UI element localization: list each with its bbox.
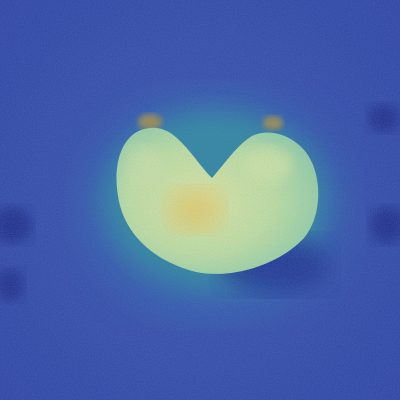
heatmap-scene [0,0,400,400]
grain-overlay [0,0,400,400]
heatmap-canvas [0,0,400,400]
